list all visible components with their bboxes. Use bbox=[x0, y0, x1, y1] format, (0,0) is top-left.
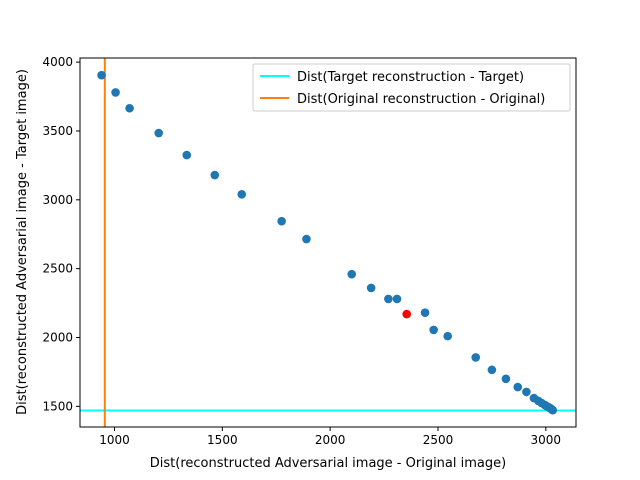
x-tick-label: 2500 bbox=[423, 433, 454, 447]
x-tick-label: 3000 bbox=[531, 433, 562, 447]
legend: Dist(Target reconstruction - Target) Dis… bbox=[252, 63, 571, 112]
data-point bbox=[548, 405, 558, 415]
x-axis-label: Dist(reconstructed Adversarial image - O… bbox=[150, 456, 506, 471]
data-point bbox=[513, 382, 523, 392]
legend-label-target: Dist(Target reconstruction - Target) bbox=[297, 70, 524, 85]
y-axis-label: Dist(reconstructed Adversarial image - T… bbox=[15, 69, 30, 415]
data-point bbox=[347, 269, 357, 279]
data-point bbox=[182, 150, 192, 160]
data-point bbox=[522, 387, 531, 397]
y-tick-label: 2000 bbox=[42, 331, 73, 345]
data-point bbox=[471, 353, 481, 362]
legend-label-original: Dist(Original reconstruction - Original) bbox=[297, 92, 545, 107]
y-tick-label: 1500 bbox=[42, 399, 73, 413]
y-tick-label: 4000 bbox=[42, 55, 73, 69]
x-axis-ticks: 1000 1500 2000 2500 3000 bbox=[99, 427, 561, 447]
data-point bbox=[111, 88, 120, 97]
data-point bbox=[237, 190, 247, 199]
data-point bbox=[277, 216, 286, 226]
x-tick-label: 2000 bbox=[315, 433, 346, 447]
data-point bbox=[420, 308, 430, 318]
data-point bbox=[487, 365, 497, 375]
data-point bbox=[443, 331, 452, 341]
y-tick-label: 3500 bbox=[42, 124, 73, 138]
data-point bbox=[392, 294, 402, 304]
data-point bbox=[384, 294, 393, 304]
data-point bbox=[429, 325, 438, 335]
highlighted-data-point bbox=[402, 309, 412, 319]
data-point bbox=[154, 128, 164, 138]
y-axis-ticks: 1500 2000 2500 3000 3500 4000 bbox=[42, 55, 80, 413]
data-point bbox=[125, 103, 134, 113]
data-point bbox=[501, 374, 511, 384]
y-tick-label: 2500 bbox=[42, 262, 73, 276]
axes-frame bbox=[79, 57, 577, 428]
reference-lines bbox=[80, 58, 576, 427]
y-tick-label: 3000 bbox=[42, 193, 73, 207]
legend-box bbox=[252, 63, 571, 112]
x-tick-label: 1000 bbox=[99, 433, 130, 447]
x-tick-label: 1500 bbox=[207, 433, 238, 447]
data-point bbox=[97, 70, 106, 80]
data-points bbox=[97, 70, 558, 415]
data-point bbox=[302, 234, 311, 244]
data-point bbox=[210, 170, 220, 180]
data-point bbox=[366, 283, 376, 293]
